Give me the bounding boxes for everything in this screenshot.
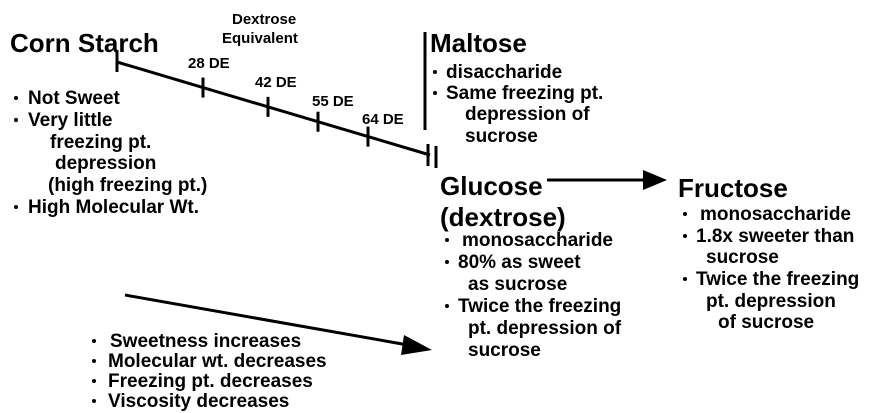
bullet (14, 96, 18, 100)
list-item: 1.8x sweeter than (696, 226, 854, 247)
bullet (92, 399, 96, 403)
arrow-head (643, 170, 667, 190)
bullet (683, 212, 687, 216)
list-item: sucrose (465, 126, 538, 147)
list-item: of sucrose (718, 312, 814, 333)
list-item: Not Sweet (28, 88, 121, 109)
trend-arrow-shaft (124, 293, 409, 347)
list-item: High Molecular Wt. (28, 197, 199, 218)
bullet (445, 260, 449, 264)
list-item: Very little (28, 110, 113, 131)
list-item: monosaccharide (700, 204, 851, 225)
list-item: disaccharide (446, 62, 562, 83)
bullet (92, 359, 96, 363)
bullet (445, 238, 449, 242)
trend-arrow-head (401, 335, 432, 355)
list-item: Twice the freezing (458, 296, 621, 317)
heading: Maltose (430, 28, 527, 58)
list-item: sucrose (468, 340, 541, 361)
de-label: 64 DE (362, 111, 404, 128)
list-item: Viscosity decreases (108, 391, 289, 412)
axis-label: Dextrose (232, 11, 296, 28)
list-item: as sucrose (468, 274, 567, 295)
bullet (92, 339, 96, 343)
list-item: Same freezing pt. (446, 83, 603, 104)
de-label: 55 DE (312, 93, 354, 110)
de-label: 42 DE (255, 74, 297, 91)
bullet (683, 277, 687, 281)
heading: Fructose (678, 173, 788, 203)
list-item: pt. depression (706, 291, 836, 312)
list-item: Freezing pt. decreases (108, 371, 313, 392)
list-item: Twice the freezing (696, 269, 859, 290)
list-item: 80% as sweet (458, 252, 581, 273)
bullet (92, 379, 96, 383)
bullet (683, 234, 687, 238)
axis-label: Equivalent (222, 30, 298, 47)
heading: (dextrose) (440, 202, 566, 232)
de-label: 28 DE (188, 55, 230, 72)
bullet (433, 91, 437, 95)
list-item: (high freezing pt.) (48, 175, 207, 196)
list-item: sucrose (706, 247, 779, 268)
bullet (445, 304, 449, 308)
list-item: monosaccharide (462, 230, 613, 251)
list-item: depression of (465, 104, 590, 125)
heading: Glucose (440, 171, 543, 201)
list-item: depression (55, 153, 156, 174)
list-item: Molecular wt. decreases (108, 351, 327, 372)
list-item: pt. depression of (468, 318, 622, 339)
list-item: freezing pt. (50, 132, 151, 153)
bullet (14, 118, 18, 122)
bullet (14, 205, 18, 209)
bullet (433, 70, 437, 74)
de-scale-line (116, 60, 431, 157)
list-item: Sweetness increases (110, 331, 301, 352)
heading: Corn Starch (10, 28, 159, 58)
